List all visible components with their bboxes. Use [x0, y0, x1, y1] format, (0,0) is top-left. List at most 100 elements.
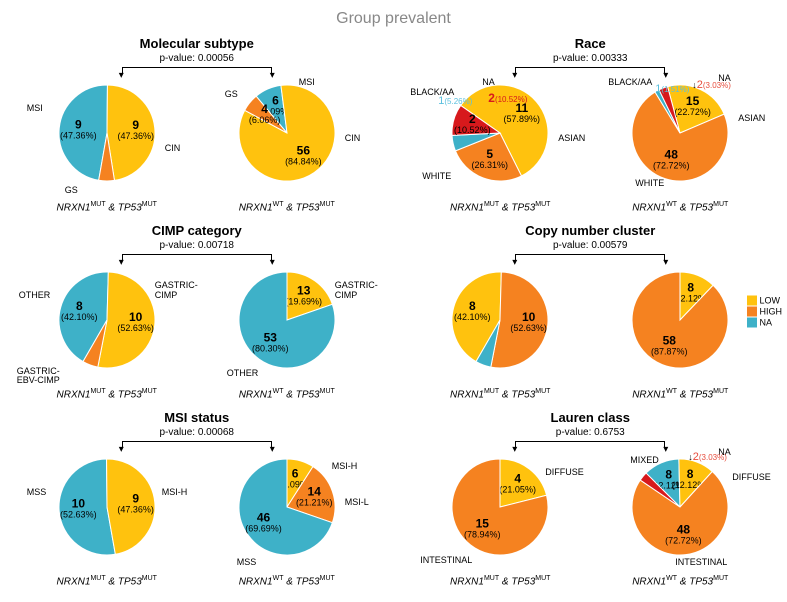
- slice-label: MSS: [27, 487, 47, 497]
- panel-title: Race: [404, 36, 778, 51]
- panel: Lauren class▾▾p-value: 0.67534(21.05%)15…: [404, 410, 778, 587]
- pvalue: p-value: 0.00579: [540, 240, 640, 251]
- callout-label: ↓2(3.03%): [692, 79, 731, 91]
- pie-caption: NRXN1MUT & TP53MUT: [420, 201, 580, 213]
- svg-text:15: 15: [476, 517, 490, 531]
- svg-text:8: 8: [687, 467, 694, 481]
- svg-text:53: 53: [263, 330, 277, 344]
- svg-text:(47.36%): (47.36%): [60, 130, 97, 140]
- slice-label: NA: [482, 77, 495, 87]
- slice-label: GASTRIC-: [155, 280, 198, 290]
- svg-text:4: 4: [261, 102, 268, 116]
- pie-caption: NRXN1MUT & TP53MUT: [27, 201, 187, 213]
- svg-text:6: 6: [292, 466, 299, 480]
- callout-label: 1(5.26%): [438, 95, 472, 107]
- svg-text:(47.36%): (47.36%): [117, 131, 154, 141]
- svg-text:(22.72%): (22.72%): [675, 107, 712, 117]
- panel: CIMP category▾▾p-value: 0.007188(42.10%)…: [10, 223, 384, 400]
- svg-text:(10.52%): (10.52%): [454, 125, 491, 135]
- legend: LOWHIGHNA: [747, 295, 783, 328]
- svg-text:(57.89%): (57.89%): [504, 114, 541, 124]
- svg-text:10: 10: [522, 310, 536, 324]
- panel: Race▾▾p-value: 0.0033311(57.89%)5(26.31%…: [404, 36, 778, 213]
- svg-text:(47.36%): (47.36%): [117, 504, 154, 514]
- svg-text:4: 4: [515, 471, 522, 485]
- svg-text:(42.10%): (42.10%): [454, 312, 491, 322]
- svg-text:8: 8: [469, 299, 476, 313]
- svg-text:(69.69%): (69.69%): [245, 524, 282, 534]
- slice-label: GS: [65, 185, 78, 195]
- slice-label: MSI: [27, 103, 43, 113]
- svg-text:9: 9: [132, 118, 139, 132]
- callout-label: 1(1.51%): [655, 83, 689, 95]
- svg-text:(52.63%): (52.63%): [511, 323, 548, 333]
- pie-caption: NRXN1WT & TP53MUT: [207, 201, 367, 213]
- svg-text:15: 15: [686, 94, 700, 108]
- pvalue: p-value: 0.00068: [147, 427, 247, 438]
- svg-text:10: 10: [129, 310, 143, 324]
- slice-label: WHITE: [635, 178, 664, 188]
- panel-title: CIMP category: [10, 223, 384, 238]
- svg-text:(21.21%): (21.21%): [296, 498, 333, 508]
- svg-text:(78.94%): (78.94%): [464, 530, 501, 540]
- pie-caption: NRXN1WT & TP53MUT: [600, 388, 760, 400]
- slice-label: BLACK/AA: [608, 77, 652, 87]
- svg-text:(19.69%): (19.69%): [285, 297, 322, 307]
- svg-text:48: 48: [677, 523, 691, 537]
- svg-text:(6.06%): (6.06%): [249, 115, 281, 125]
- pie-caption: NRXN1WT & TP53MUT: [207, 388, 367, 400]
- svg-text:(26.31%): (26.31%): [472, 160, 509, 170]
- pie-caption: NRXN1MUT & TP53MUT: [27, 575, 187, 587]
- svg-text:10: 10: [71, 497, 85, 511]
- pie-caption: NRXN1WT & TP53MUT: [207, 575, 367, 587]
- slice-label: EBV-CIMP: [17, 375, 60, 385]
- svg-text:2: 2: [469, 112, 476, 126]
- svg-text:48: 48: [665, 147, 679, 161]
- panel: MSI status▾▾p-value: 0.0006810(52.63%)9(…: [10, 410, 384, 587]
- slice-label: ASIAN: [738, 113, 765, 123]
- panel-title: Copy number cluster: [404, 223, 778, 238]
- slice-label: MSI-L: [345, 497, 369, 507]
- svg-text:(84.84%): (84.84%): [285, 157, 322, 167]
- pvalue: p-value: 0.6753: [540, 427, 640, 438]
- svg-text:(52.63%): (52.63%): [60, 510, 97, 520]
- panel-title: Molecular subtype: [10, 36, 384, 51]
- svg-text:58: 58: [663, 334, 677, 348]
- svg-text:(52.63%): (52.63%): [117, 323, 154, 333]
- slice-label: GASTRIC-: [335, 280, 378, 290]
- callout-label: ↓2(3.03%): [688, 451, 727, 463]
- pvalue: p-value: 0.00718: [147, 240, 247, 251]
- pie-caption: NRXN1WT & TP53MUT: [600, 201, 760, 213]
- slice-label: OTHER: [19, 290, 51, 300]
- svg-text:46: 46: [257, 511, 271, 525]
- svg-text:(72.72%): (72.72%): [665, 536, 702, 546]
- svg-text:(42.10%): (42.10%): [61, 312, 98, 322]
- slice-label: CIN: [165, 143, 181, 153]
- svg-text:(72.72%): (72.72%): [653, 160, 690, 170]
- slice-label: MSI-H: [332, 461, 358, 471]
- main-title: Group prevalent: [10, 10, 777, 28]
- pie-caption: NRXN1MUT & TP53MUT: [420, 575, 580, 587]
- slice-label: OTHER: [227, 368, 259, 378]
- svg-text:8: 8: [76, 299, 83, 313]
- svg-text:14: 14: [307, 485, 321, 499]
- svg-text:9: 9: [75, 117, 82, 131]
- slice-label: MIXED: [630, 455, 659, 465]
- svg-text:56: 56: [296, 144, 310, 158]
- svg-text:8: 8: [688, 280, 695, 294]
- svg-text:6: 6: [272, 94, 279, 108]
- slice-label: DIFFUSE: [732, 472, 771, 482]
- slice-label: CIMP: [335, 290, 358, 300]
- slice-label: INTESTINAL: [675, 557, 727, 567]
- svg-text:13: 13: [297, 284, 311, 298]
- callout-label: 2(10.52%): [488, 91, 527, 105]
- slice-label: MSS: [237, 557, 257, 567]
- pvalue: p-value: 0.00056: [147, 53, 247, 64]
- svg-text:9: 9: [132, 491, 139, 505]
- slice-label: MSI: [299, 77, 315, 87]
- svg-text:(80.30%): (80.30%): [252, 343, 289, 353]
- slice-label: MSI-H: [162, 487, 188, 497]
- slice-label: CIMP: [155, 290, 178, 300]
- slice-label: ASIAN: [558, 133, 585, 143]
- pie-caption: NRXN1MUT & TP53MUT: [420, 388, 580, 400]
